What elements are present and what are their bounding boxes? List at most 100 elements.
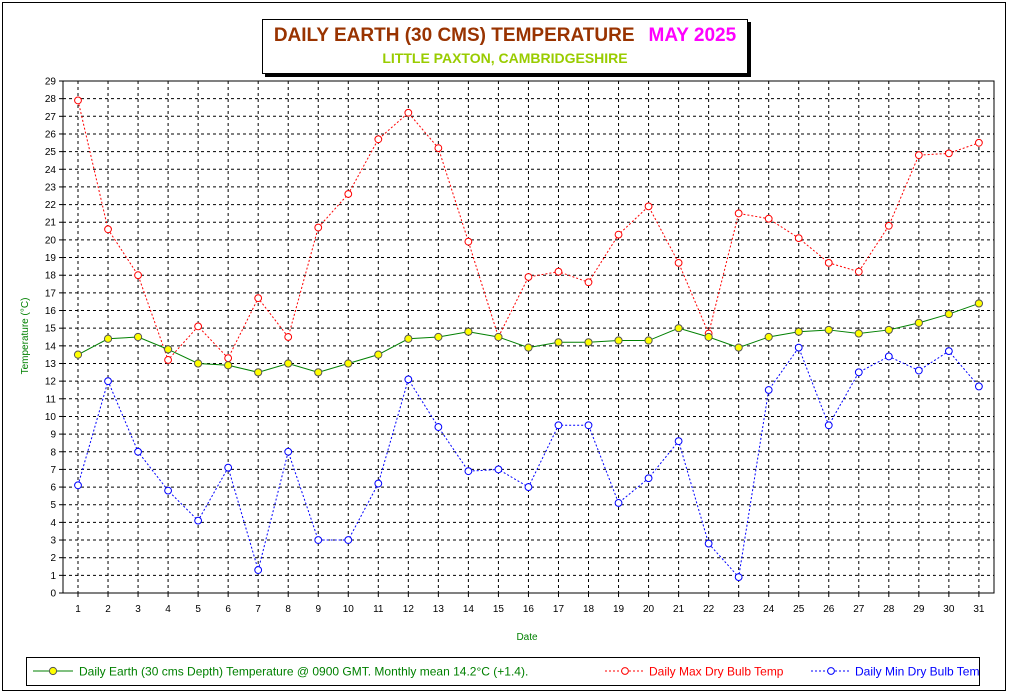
y-tick-label: 24 xyxy=(45,165,57,176)
y-tick-label: 15 xyxy=(45,324,57,335)
x-tick-label: 26 xyxy=(823,604,835,615)
point-max xyxy=(194,322,203,331)
x-tick-label: 5 xyxy=(195,604,201,615)
point-max xyxy=(764,214,773,223)
x-tick-label: 17 xyxy=(553,604,565,615)
chart-month: MAY 2025 xyxy=(648,25,737,46)
y-tick-label: 17 xyxy=(45,288,57,299)
x-tick-label: 30 xyxy=(943,604,955,615)
y-tick-label: 25 xyxy=(45,147,57,158)
point-max xyxy=(134,271,142,280)
y-tick-label: 8 xyxy=(50,447,56,458)
y-axis-label: Temperature (°C) xyxy=(20,298,31,375)
y-tick-label: 16 xyxy=(45,306,57,317)
point-min xyxy=(554,421,563,430)
point-earth xyxy=(73,350,83,359)
x-tick-label: 13 xyxy=(433,604,445,615)
x-tick-label: 9 xyxy=(315,604,321,615)
point-min xyxy=(734,573,743,582)
x-tick-label: 10 xyxy=(343,604,355,615)
point-max xyxy=(884,221,893,230)
point-earth xyxy=(224,361,233,370)
x-tick-label: 1 xyxy=(75,604,81,615)
x-tick-label: 28 xyxy=(883,604,895,615)
x-tick-label: 19 xyxy=(613,604,625,615)
y-tick-label: 23 xyxy=(45,182,57,193)
y-tick-label: 28 xyxy=(45,94,57,105)
point-earth xyxy=(103,334,113,343)
point-max xyxy=(644,202,653,211)
point-min xyxy=(404,375,413,384)
point-max xyxy=(344,190,353,198)
y-tick-label: 10 xyxy=(45,412,57,423)
point-max xyxy=(284,333,293,341)
point-min xyxy=(194,516,203,525)
point-earth xyxy=(974,299,984,308)
point-max xyxy=(104,225,112,234)
point-min xyxy=(464,467,473,476)
point-earth xyxy=(644,336,653,345)
y-tick-label: 21 xyxy=(45,218,57,229)
x-tick-label: 27 xyxy=(853,604,865,615)
legend-item-max: Daily Max Dry Bulb Temp xyxy=(605,665,784,679)
x-tick-label: 23 xyxy=(733,604,745,615)
point-earth xyxy=(794,327,803,336)
x-tick-label: 25 xyxy=(793,604,805,615)
legend-label: Daily Max Dry Bulb Temp xyxy=(649,665,784,679)
legend-marker xyxy=(621,667,629,675)
point-earth xyxy=(884,325,893,335)
point-max xyxy=(674,258,683,267)
point-max xyxy=(434,144,443,152)
legend-label: Daily Earth (30 cms Depth) Temperature @… xyxy=(79,665,528,679)
point-max xyxy=(314,223,323,232)
point-min xyxy=(944,347,953,356)
x-tick-label: 15 xyxy=(493,604,505,615)
x-tick-label: 29 xyxy=(913,604,925,615)
point-max xyxy=(614,230,623,239)
legend-marker xyxy=(827,667,835,675)
point-earth xyxy=(734,343,743,352)
point-min xyxy=(794,343,803,352)
y-tick-label: 11 xyxy=(46,394,57,405)
point-min xyxy=(644,474,653,483)
point-min xyxy=(164,486,172,495)
point-min xyxy=(975,382,983,391)
point-earth xyxy=(344,359,353,368)
point-max xyxy=(584,278,593,287)
x-tick-label: 6 xyxy=(225,604,231,615)
x-axis-label: Date xyxy=(516,632,538,643)
point-earth xyxy=(464,327,473,336)
point-min xyxy=(134,447,142,456)
point-earth xyxy=(434,332,443,342)
point-min xyxy=(314,536,323,544)
x-tick-label: 8 xyxy=(285,604,291,615)
y-tick-label: 18 xyxy=(45,271,57,282)
axes: 0123456789101112131415161718192021222324… xyxy=(45,77,995,615)
point-max xyxy=(374,135,383,144)
point-max xyxy=(404,108,413,117)
point-min xyxy=(284,447,293,456)
point-earth xyxy=(524,343,533,352)
point-max xyxy=(224,354,233,363)
point-min xyxy=(674,437,683,446)
y-tick-label: 1 xyxy=(50,571,56,582)
chart-title: DAILY EARTH (30 CMS) TEMPERATURE xyxy=(273,25,635,46)
y-tick-label: 20 xyxy=(45,235,57,246)
point-earth xyxy=(404,334,413,343)
x-tick-label: 12 xyxy=(403,604,415,615)
series-line-earth xyxy=(77,302,980,373)
point-min xyxy=(614,499,623,507)
x-tick-label: 20 xyxy=(643,604,655,615)
point-min xyxy=(854,368,863,377)
x-tick-label: 31 xyxy=(973,604,985,615)
title-box: DAILY EARTH (30 CMS) TEMPERATURE MAY 2025… xyxy=(262,19,748,74)
point-max xyxy=(944,149,953,158)
point-min xyxy=(914,366,923,375)
point-earth xyxy=(584,338,593,347)
series xyxy=(73,96,984,582)
point-earth xyxy=(554,338,563,347)
point-max xyxy=(74,96,82,105)
point-max xyxy=(254,294,263,303)
y-tick-label: 3 xyxy=(50,536,56,547)
